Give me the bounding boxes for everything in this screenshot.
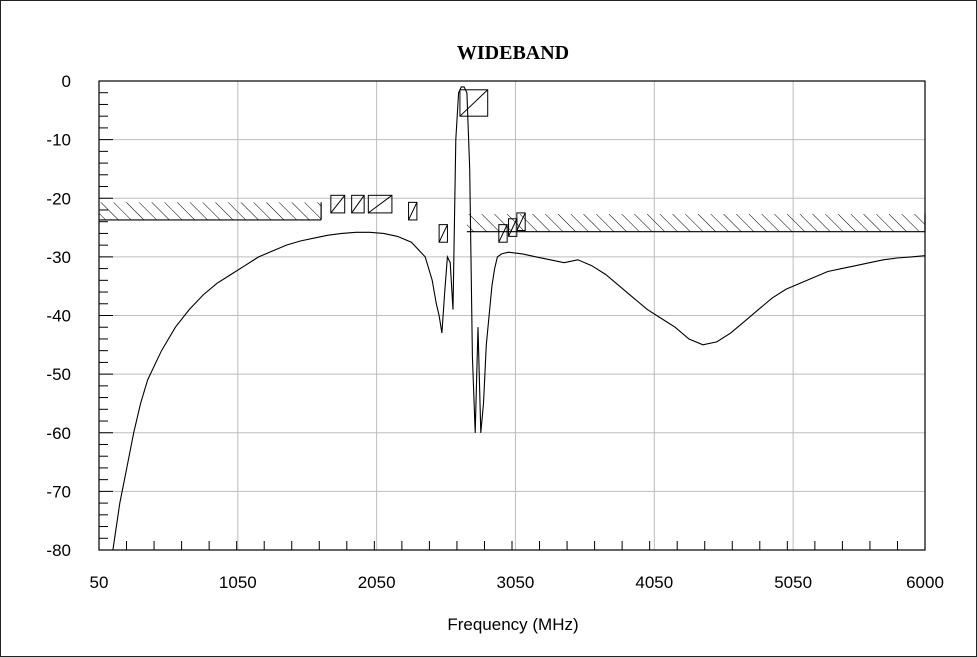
spec-marker-box bbox=[351, 194, 365, 214]
spec-marker-box bbox=[459, 89, 489, 117]
y-tick-label: 0 bbox=[62, 72, 71, 91]
x-tick-label: 5050 bbox=[774, 573, 812, 592]
spec-marker-diagonal bbox=[459, 89, 489, 117]
spec-marker-diagonal bbox=[438, 224, 448, 243]
y-tick-label: -70 bbox=[46, 482, 71, 501]
y-tick-label: -80 bbox=[46, 541, 71, 560]
y-tick-label: -50 bbox=[46, 365, 71, 384]
grid-layer bbox=[99, 81, 925, 550]
x-tick-label: 4050 bbox=[635, 573, 673, 592]
y-tick-label: -30 bbox=[46, 248, 71, 267]
x-tick-label: 3050 bbox=[497, 573, 535, 592]
series-line bbox=[112, 86, 926, 551]
spec-marker-box bbox=[367, 194, 393, 214]
spec-marker-diagonal bbox=[368, 194, 393, 214]
x-axis-label: Frequency (MHz) bbox=[447, 615, 578, 634]
series-layer bbox=[112, 86, 926, 551]
spec-marker-box bbox=[516, 212, 526, 231]
spec-marker-diagonal bbox=[516, 212, 526, 231]
plot-area-border bbox=[98, 80, 926, 551]
y-tick-label: -20 bbox=[46, 189, 71, 208]
spec-marker-box bbox=[330, 194, 346, 214]
spec-marker-diagonal bbox=[408, 202, 418, 221]
spec-marker-box bbox=[438, 224, 448, 243]
y-tick-label: -10 bbox=[46, 131, 71, 150]
y-tick-label: -60 bbox=[46, 424, 71, 443]
spec-marker-diagonal bbox=[508, 218, 518, 237]
spec-marker-box bbox=[408, 201, 418, 221]
x-tick-label: 1050 bbox=[219, 573, 257, 592]
spec-marker-box bbox=[498, 224, 508, 243]
x-tick-label: 2050 bbox=[358, 573, 396, 592]
x-tick-label: 6000 bbox=[906, 573, 944, 592]
x-tick-label: 50 bbox=[90, 573, 109, 592]
spec-marker-diagonal bbox=[498, 224, 508, 243]
y-tick-label: -40 bbox=[46, 307, 71, 326]
spec-band-hatch bbox=[99, 202, 322, 220]
spec-marker-diagonal bbox=[330, 195, 346, 214]
axis-layer: 50 1050 2050 3050 4050 5050 6000 0 -10 -20 -30 -40 -… bbox=[46, 72, 943, 592]
chart-title: WIDEBAND bbox=[457, 42, 569, 64]
spec-marker-diagonal bbox=[351, 195, 365, 214]
spec-band-hatch bbox=[466, 214, 925, 232]
spec-band-layer bbox=[99, 202, 926, 233]
spec-marker-layer bbox=[330, 89, 526, 243]
